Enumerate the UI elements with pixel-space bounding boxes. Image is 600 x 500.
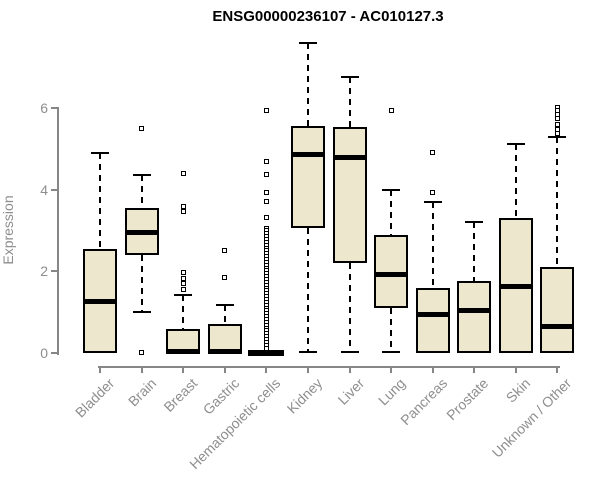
median-line (207, 348, 242, 354)
box-kidney (290, 125, 325, 229)
outlier-point (263, 215, 269, 221)
upper-whisker (473, 222, 476, 282)
x-axis-tick (265, 367, 268, 373)
upper-whisker-cap (423, 200, 442, 203)
upper-whisker-cap (382, 188, 401, 191)
outlier-point (180, 287, 186, 293)
y-tick-label: 4 (40, 181, 48, 198)
upper-whisker (514, 143, 517, 219)
box-prostate (457, 281, 492, 353)
median-line (332, 155, 367, 161)
x-axis-tick (514, 367, 517, 373)
outlier-point (263, 345, 269, 351)
outlier-point (430, 189, 436, 195)
outlier-point (263, 190, 269, 196)
outlier-point (222, 247, 228, 253)
upper-whisker-cap (506, 142, 525, 145)
y-axis-tick (51, 188, 57, 191)
box-lung (374, 235, 409, 309)
median-line (540, 323, 575, 329)
lower-whisker-cap (382, 351, 401, 354)
median-line (457, 308, 492, 314)
upper-whisker (390, 189, 393, 235)
x-axis-tick (431, 367, 434, 373)
box-hematopoietic-cells (248, 350, 285, 356)
outlier-point (263, 199, 269, 205)
x-axis-tick (99, 367, 101, 373)
outlier-point (554, 130, 560, 136)
lower-whisker-cap (132, 311, 151, 314)
outlier-point (430, 150, 436, 156)
upper-whisker-cap (174, 294, 193, 297)
upper-whisker (140, 174, 143, 209)
upper-whisker-cap (91, 151, 109, 154)
outlier-point (263, 159, 269, 165)
outlier-point (263, 107, 269, 113)
x-axis-tick (306, 367, 309, 373)
box-gastric (207, 324, 242, 353)
outlier-point (554, 121, 560, 127)
y-axis-tick (51, 107, 57, 110)
upper-whisker (223, 304, 226, 325)
median-line (124, 230, 159, 236)
y-axis-tick (51, 270, 57, 273)
upper-whisker (99, 152, 101, 249)
upper-whisker-cap (215, 303, 234, 306)
median-line (498, 284, 533, 290)
upper-whisker (348, 77, 351, 128)
x-axis-tick (140, 367, 143, 373)
lower-whisker (306, 228, 309, 353)
outlier-point (263, 172, 269, 178)
y-tick-label: 0 (40, 345, 48, 361)
outlier-point (139, 349, 145, 355)
outlier-point (222, 274, 228, 280)
box-unknown-other (540, 266, 575, 353)
lower-whisker (348, 263, 351, 353)
x-axis-tick (556, 367, 559, 373)
upper-whisker (306, 43, 309, 126)
upper-whisker-cap (548, 136, 567, 139)
upper-whisker (556, 137, 559, 267)
x-axis-line (98, 366, 560, 368)
upper-whisker (182, 295, 185, 330)
median-line (415, 311, 450, 317)
outlier-point (180, 209, 186, 215)
outlier-point (139, 125, 145, 131)
median-line (374, 271, 409, 277)
chart-title: ENSG00000236107 - AC010127.3 (212, 8, 444, 25)
outlier-point (554, 116, 560, 122)
y-axis-line (57, 107, 59, 355)
y-tick-label: 6 (40, 100, 48, 117)
median-line (290, 152, 325, 158)
upper-whisker-cap (132, 173, 151, 176)
outlier-point (180, 204, 186, 210)
x-axis-tick (182, 367, 185, 373)
upper-whisker-cap (298, 42, 317, 45)
y-tick-label: 2 (40, 263, 48, 280)
y-axis-tick (51, 352, 57, 354)
box-liver (332, 127, 367, 264)
upper-whisker (431, 201, 434, 288)
outlier-point (180, 270, 186, 276)
upper-whisker-cap (340, 76, 359, 79)
lower-whisker (140, 255, 143, 313)
x-axis-tick (390, 367, 393, 373)
x-axis-tick (223, 367, 226, 373)
outlier-point (180, 170, 186, 176)
upper-whisker-cap (465, 221, 484, 224)
outlier-point (180, 275, 186, 281)
x-axis-tick (348, 367, 351, 373)
median-line (166, 348, 201, 354)
lower-whisker (390, 308, 393, 353)
lower-whisker-cap (340, 351, 359, 354)
outlier-point (180, 281, 186, 287)
outlier-point (388, 107, 394, 113)
box-pancreas (415, 287, 450, 353)
median-line (83, 298, 117, 304)
y-axis-label: Expression (0, 195, 16, 265)
lower-whisker-cap (298, 351, 317, 354)
x-axis-tick (473, 367, 476, 373)
